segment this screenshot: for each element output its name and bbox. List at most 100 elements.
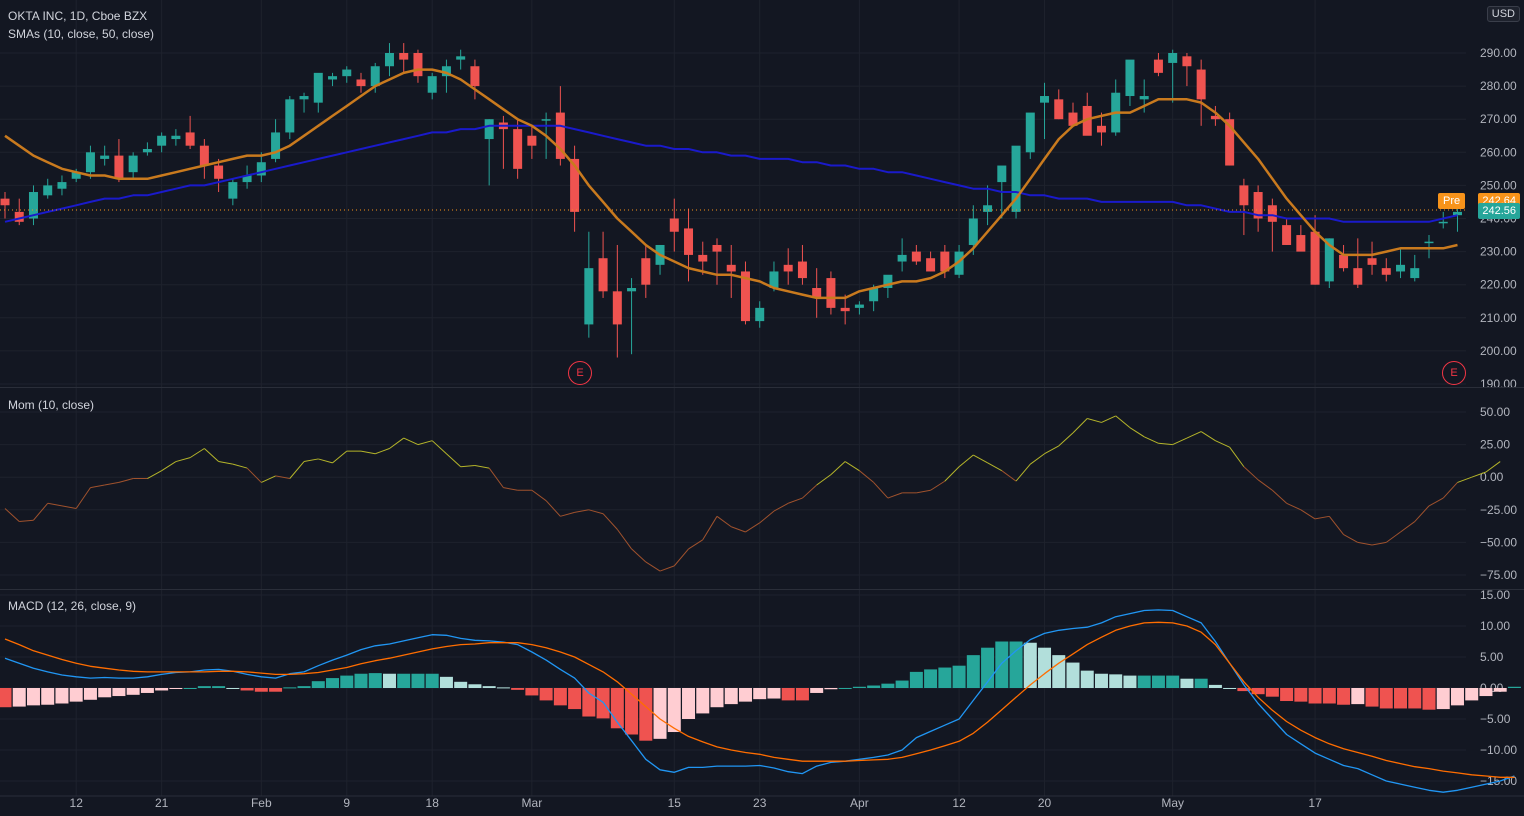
pane-divider-1[interactable] (0, 387, 1524, 388)
momentum-segment (360, 450, 376, 455)
momentum-segment (33, 502, 49, 521)
momentum-segment (816, 474, 832, 486)
candle-body (954, 251, 964, 275)
momentum-segment (4, 508, 20, 522)
momentum-segment (1314, 515, 1330, 520)
momentum-segment (1286, 502, 1302, 511)
candle-body (299, 96, 309, 100)
time-axis-label: 15 (668, 796, 682, 810)
macd-hist-bar (1066, 662, 1080, 688)
macd-hist-bar (1280, 688, 1294, 702)
macd-hist-bar (553, 688, 567, 706)
candle-body (1452, 211, 1462, 216)
candle-body (256, 162, 266, 176)
macd-hist-bar (838, 688, 852, 689)
momentum-segment (602, 513, 618, 530)
price-axis-label: 280.00 (1480, 79, 1517, 93)
momentum-segment (460, 464, 475, 468)
macd-hist-bar (98, 688, 112, 698)
momentum-segment (503, 487, 518, 491)
candle-body (1082, 105, 1092, 136)
momentum-segment (161, 461, 177, 472)
candle-body (797, 261, 807, 279)
macd-hist-bar (653, 688, 667, 739)
candle-body (740, 271, 750, 322)
macd-hist-bar (283, 687, 297, 689)
candle-body (698, 254, 708, 262)
momentum-segment (773, 502, 789, 512)
candle-body (1310, 231, 1320, 285)
candle-body (1239, 185, 1249, 206)
macd-axis-label: 10.00 (1480, 619, 1510, 633)
earnings-marker-may[interactable]: E (1442, 361, 1466, 385)
macd-hist-bar (525, 688, 539, 696)
momentum-segment (1143, 436, 1159, 444)
momentum-segment (1400, 521, 1416, 533)
candle-body (783, 264, 793, 272)
candle-body (541, 119, 551, 121)
macd-hist-bar (568, 688, 582, 710)
macd-hist-bar (511, 688, 525, 690)
candle-body (812, 288, 822, 298)
candle-body (228, 182, 238, 199)
momentum-segment (1257, 479, 1273, 491)
momentum-segment (830, 461, 846, 475)
candle-body (85, 152, 95, 173)
momentum-segment (887, 492, 903, 499)
time-axis-label: 17 (1308, 796, 1322, 810)
macd-hist-bar (169, 688, 183, 689)
currency-badge[interactable]: USD (1486, 6, 1520, 22)
candle-body (214, 165, 224, 179)
time-axis-label: 18 (426, 796, 440, 810)
macd-axis-label: −10.00 (1480, 743, 1517, 757)
macd-hist-bar (781, 688, 795, 701)
time-axis-label: 12 (952, 796, 966, 810)
pane-divider-2[interactable] (0, 589, 1524, 590)
candle-body (612, 291, 622, 325)
candle-body (1396, 264, 1406, 272)
macd-hist-bar (995, 641, 1009, 688)
candle-body (684, 228, 694, 255)
macd-hist-bar (1052, 655, 1066, 688)
macd-hist-bar (26, 688, 40, 706)
macd-hist-bar (1251, 688, 1265, 695)
macd-hist-bar (482, 686, 496, 688)
mom-axis-label: −50.00 (1480, 535, 1517, 549)
candle-body (456, 56, 466, 60)
macd-hist-bar (1137, 675, 1151, 688)
momentum-segment (716, 515, 732, 528)
candle-body (399, 53, 409, 60)
candle-body (1225, 119, 1235, 166)
momentum-segment (19, 519, 34, 523)
macd-hist-bar (938, 667, 952, 688)
earnings-marker-mar[interactable]: E (568, 361, 592, 385)
macd-hist-bar (1123, 675, 1137, 688)
candle-body (726, 264, 736, 272)
macd-hist-bar (753, 688, 767, 700)
candle-body (242, 175, 252, 183)
candle-body (1011, 145, 1021, 212)
momentum-segment (1200, 431, 1216, 442)
momentum-segment (688, 539, 704, 550)
macd-hist-bar (1223, 688, 1237, 689)
symbol-legend: OKTA INC, 1D, Cboe BZX (8, 9, 148, 23)
momentum-segment (1058, 432, 1074, 447)
momentum-segment (1158, 442, 1173, 446)
mom-axis-label: −25.00 (1480, 503, 1517, 517)
candle-body (897, 254, 907, 262)
time-axis-label: Apr (850, 796, 869, 810)
macd-hist-bar (183, 688, 197, 689)
momentum-segment (1485, 461, 1501, 473)
candle-body (14, 211, 24, 222)
macd-hist-bar (55, 688, 69, 704)
momentum-segment (1129, 427, 1145, 438)
macd-hist-bar (326, 678, 340, 688)
momentum-segment (545, 500, 561, 517)
momentum-segment (916, 489, 931, 494)
candle-body (71, 172, 81, 179)
momentum-segment (560, 511, 575, 517)
time-axis-label: 12 (70, 796, 84, 810)
momentum-segment (531, 489, 547, 502)
momentum-segment (474, 464, 490, 469)
